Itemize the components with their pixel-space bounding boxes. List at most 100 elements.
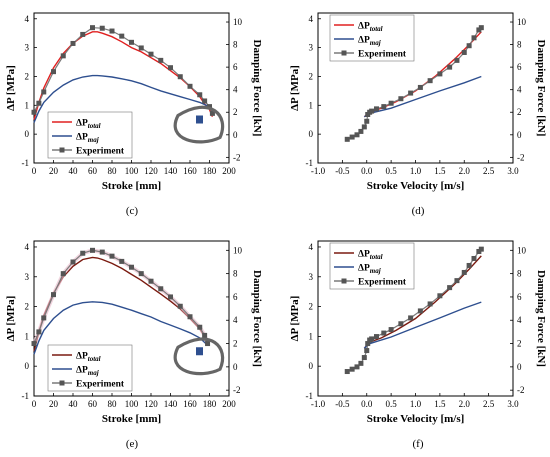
experiment-point [466, 262, 472, 268]
experiment-point [365, 341, 371, 347]
legend-maj-label: ΔPmaj [358, 264, 381, 276]
legend-experiment-label: Experiment [358, 50, 407, 60]
y-tick-label: 2 [25, 302, 30, 312]
experiment-point [119, 258, 125, 264]
experiment-point [202, 332, 208, 338]
y2-tick-label: 4 [517, 85, 522, 95]
experiment-point [70, 259, 76, 265]
x-tick-label: 100 [125, 166, 139, 176]
legend-experiment-label: Experiment [76, 147, 125, 157]
y-tick-label: 4 [25, 14, 30, 24]
experiment-point [374, 334, 379, 340]
experiment-point [209, 110, 215, 116]
experiment-point [129, 264, 134, 270]
experiment-point [344, 136, 350, 142]
experiment-point [138, 271, 144, 277]
y-tick-label: 0 [309, 129, 314, 139]
experiment-point [388, 100, 394, 106]
experiment-point [36, 100, 42, 106]
y2-tick-label: 2 [517, 107, 522, 117]
y-axis-label: ΔP [MPa] [5, 296, 17, 342]
experiment-point [119, 33, 125, 39]
inset-marker [196, 347, 203, 356]
x-tick-label: 140 [164, 399, 178, 409]
legend-experiment-marker [341, 50, 347, 56]
experiment-point [349, 134, 355, 140]
y2-tick-label: 0 [233, 130, 238, 140]
experiment-point [349, 366, 355, 372]
experiment-point [354, 364, 360, 370]
experiment-point [41, 315, 47, 321]
y2-tick-label: 8 [517, 269, 522, 279]
experiment-point [447, 285, 453, 291]
y2-axis-label: Damping Force [kN] [535, 270, 547, 367]
y2-tick-label: 6 [233, 62, 238, 72]
y-axis-label: ΔP [MPa] [289, 65, 301, 111]
experiment-point [437, 293, 443, 299]
total-line [33, 31, 214, 120]
y2-tick-label: -2 [517, 152, 525, 162]
x-tick-label: 2.0 [459, 399, 471, 409]
inset-marker [196, 115, 203, 124]
experiment-point [51, 292, 56, 298]
experiment-point [471, 255, 477, 261]
experiment-point [99, 25, 105, 31]
experiment-point [90, 25, 95, 31]
x-tick-label: -0.5 [335, 399, 350, 409]
legend-maj-label: ΔPmaj [76, 133, 99, 145]
maj-line [363, 75, 482, 118]
experiment-point [478, 25, 484, 31]
legend-experiment-label: Experiment [76, 380, 125, 390]
experiment-point [80, 31, 86, 37]
maj-line [33, 74, 214, 123]
experiment-point [447, 64, 453, 70]
experiment-point [374, 106, 379, 112]
x-axis-label: Stroke [mm] [102, 413, 161, 425]
experiment-point [187, 83, 193, 89]
y2-tick-label: 8 [517, 40, 522, 50]
y-axis-label: ΔP [MPa] [5, 65, 17, 111]
x-tick-label: 0.0 [361, 399, 373, 409]
experiment-point [408, 315, 414, 321]
experiment-point [471, 35, 477, 41]
x-tick-label: 1.0 [410, 399, 422, 409]
legend-total-label: ΔPtotal [76, 119, 101, 131]
y2-tick-label: 10 [233, 17, 243, 27]
y-tick-label: 3 [25, 272, 30, 282]
experiment-point [202, 98, 208, 104]
experiment-point [177, 303, 183, 309]
y2-tick-label: 2 [233, 339, 238, 349]
chart-panel-2: -1.0 -0.5 0.0 0.5 1.0 1.5 2.0 2.5 3.0 -1 0 1 2 3 4 -2 0 2… [289, 12, 547, 217]
y2-tick-label: 0 [233, 362, 238, 372]
x-tick-label: 2.5 [483, 399, 495, 409]
legend-total-label: ΔPtotal [358, 22, 383, 34]
experiment-point [461, 269, 467, 275]
experiment-point [427, 301, 433, 307]
experiment-point [138, 45, 144, 51]
experiment-point [369, 336, 375, 342]
experiment-point [369, 108, 375, 114]
legend-total-label: ΔPtotal [76, 352, 101, 364]
experiment-point [109, 28, 115, 34]
y-tick-label: 2 [25, 71, 30, 81]
x-tick-label: 1.0 [410, 166, 422, 176]
y-tick-label: 3 [309, 272, 314, 282]
panel-letter: (c) [126, 205, 139, 217]
x-tick-label: 0.5 [386, 399, 398, 409]
experiment-point [364, 118, 370, 124]
x-tick-label: -1.0 [311, 399, 326, 409]
experiment-point [454, 278, 460, 284]
experiment-point [361, 124, 367, 130]
x-tick-label: 0 [32, 166, 37, 176]
y2-tick-label: 2 [233, 107, 238, 117]
inset-loop [173, 105, 225, 144]
y2-tick-label: 4 [233, 315, 238, 325]
maj-line [33, 301, 209, 355]
y-tick-label: 3 [25, 43, 30, 53]
x-tick-label: 0.0 [361, 166, 373, 176]
experiment-point [177, 74, 183, 80]
y-tick-label: 0 [309, 361, 314, 371]
chart-panel-3: 0 20 40 60 80 100 120 140 160 180 200-101234-20246… [5, 240, 263, 450]
y2-tick-label: -2 [233, 385, 241, 395]
y2-tick-label: -2 [517, 385, 525, 395]
